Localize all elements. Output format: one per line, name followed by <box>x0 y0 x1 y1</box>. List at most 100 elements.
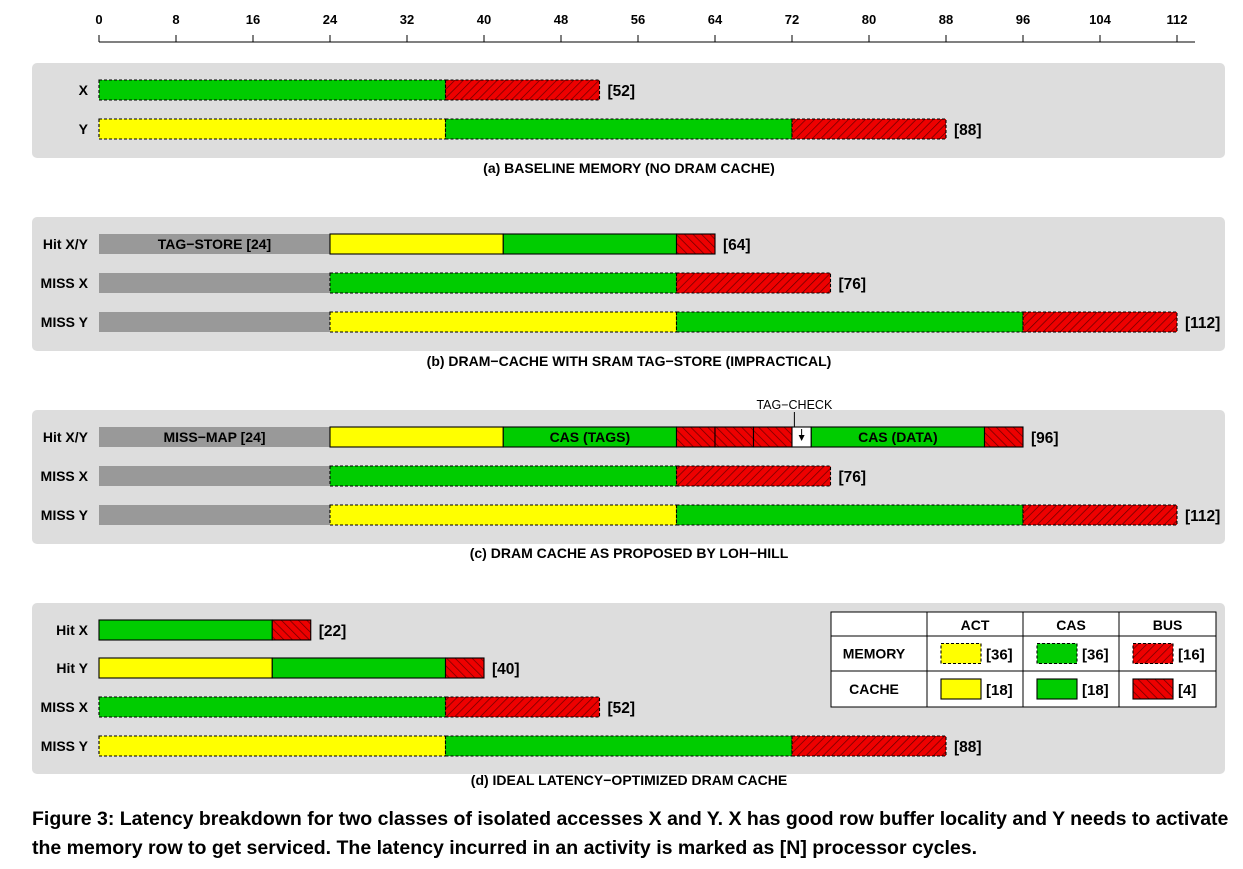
row-label: MISS Y <box>41 738 89 754</box>
row-label: Y <box>79 121 89 137</box>
bar-segment-bus-cache <box>983 426 1024 448</box>
bar-row: MISS X [76] <box>41 465 867 487</box>
bar-segment-tag <box>99 234 330 254</box>
bar-segment-cas-memory <box>675 311 1024 333</box>
x-axis: 0 8 16 24 32 40 48 56 64 72 80 88 96 104 112 <box>95 12 1195 43</box>
x-tick-label: 0 <box>95 12 102 27</box>
legend-row-label: MEMORY <box>843 646 906 662</box>
panel: X [52] Y [88] (a) BASELINE MEMORY (NO DRAM C… <box>32 63 1225 176</box>
bar-segment-bus-cache <box>271 619 312 641</box>
bar-row: Y [88] <box>79 118 982 140</box>
row-label: Hit Y <box>56 660 88 676</box>
bar-segment-bus-memory <box>1022 311 1178 333</box>
bar-segment-act-cache <box>329 233 504 255</box>
bar-segment-bus-memory <box>675 272 832 294</box>
x-tick-label: 104 <box>1089 12 1111 27</box>
bar-segment-act-memory <box>329 311 678 333</box>
x-tick-label: 72 <box>785 12 799 27</box>
panel-title: (d) IDEAL LATENCY−OPTIMIZED DRAM CACHE <box>471 772 787 788</box>
bar-row: MISS Y [112] <box>41 504 1220 526</box>
panel: Hit X/Y MISS−MAP [24] CAS (TAGS) CAS (DATA)… <box>32 398 1225 561</box>
row-label: MISS X <box>41 699 89 715</box>
bar-segment-bus-cache <box>675 233 716 255</box>
panel-title: (a) BASELINE MEMORY (NO DRAM CACHE) <box>483 160 775 176</box>
bar-segment-cas-memory <box>98 79 447 101</box>
bar-segment-tag <box>99 466 330 486</box>
bar-segment-bus-memory <box>444 696 601 718</box>
bar-segment-act-cache <box>98 657 273 679</box>
legend-swatch-cas-memory <box>1036 642 1078 665</box>
bar-segment-cas-memory <box>675 504 1024 526</box>
legend-value: [36] <box>986 647 1013 664</box>
x-tick-label: 96 <box>1016 12 1030 27</box>
legend-value: [16] <box>1178 647 1205 664</box>
legend-value: [36] <box>1082 647 1109 664</box>
row-total-label: [88] <box>954 739 982 756</box>
bar-row: Hit X/Y MISS−MAP [24] CAS (TAGS) CAS (DATA)… <box>43 426 1059 448</box>
x-tick-label: 48 <box>554 12 568 27</box>
row-label: Hit X <box>56 622 89 638</box>
bar-segment-bus-memory <box>1022 504 1178 526</box>
segment-label: CAS (TAGS) <box>550 429 631 445</box>
bar-segment-cas-memory <box>329 272 678 294</box>
bar-segment-bus-cache <box>444 657 485 679</box>
panel: Hit X/Y TAG−STORE [24] [64]MISS X [76]MISS … <box>32 217 1225 369</box>
legend-swatch-act-cache <box>940 678 982 700</box>
bar-segment-bus-cache <box>675 426 716 448</box>
row-total-label: [52] <box>608 700 636 717</box>
x-tick-label: 80 <box>862 12 876 27</box>
bar-segment-cas-memory <box>329 465 678 487</box>
row-label: MISS Y <box>41 507 89 523</box>
bar-segment-bus-cache <box>714 426 755 448</box>
bar-segment-bus-cache <box>752 426 793 448</box>
row-label: MISS X <box>41 275 89 291</box>
bar-segment-act-memory <box>329 504 678 526</box>
x-tick-label: 64 <box>708 12 723 27</box>
row-label: MISS X <box>41 468 89 484</box>
bar-segment-bus-memory <box>791 118 947 140</box>
bar-segment-act-cache <box>329 426 504 448</box>
row-label: Hit X/Y <box>43 236 89 252</box>
bar-segment-cas-cache <box>271 657 447 679</box>
bar-segment-bus-memory <box>791 735 947 757</box>
row-total-label: [76] <box>839 469 867 486</box>
row-total-label: [40] <box>492 661 520 678</box>
x-tick-label: 16 <box>246 12 260 27</box>
segment-label: CAS (DATA) <box>858 429 938 445</box>
bar-row: Hit Y [40] <box>56 657 520 679</box>
figure-caption: Figure 3: Latency breakdown for two clas… <box>32 808 1229 859</box>
bar-segment-cas-memory <box>98 696 447 718</box>
tag-check-annotation: TAG−CHECK <box>756 398 832 412</box>
bar-row: MISS Y [112] <box>41 311 1220 333</box>
bar-segment-act-memory <box>98 118 447 140</box>
row-label: MISS Y <box>41 314 89 330</box>
legend-column-header: CAS <box>1056 617 1086 633</box>
panel-background <box>32 63 1225 158</box>
row-total-label: [22] <box>319 623 347 640</box>
segment-label: MISS−MAP [24] <box>163 429 265 445</box>
x-tick-label: 32 <box>400 12 414 27</box>
bar-row: Hit X [22] <box>56 619 347 641</box>
legend-swatch-bus-memory <box>1132 642 1174 665</box>
x-tick-label: 40 <box>477 12 491 27</box>
x-tick-label: 112 <box>1167 12 1188 27</box>
legend-value: [4] <box>1178 682 1196 699</box>
bar-segment-cas-cache <box>98 619 273 641</box>
row-total-label: [112] <box>1185 508 1220 525</box>
legend-value: [18] <box>1082 682 1109 699</box>
x-tick-label: 56 <box>631 12 645 27</box>
x-tick-label: 24 <box>323 12 338 27</box>
bar-row: MISS X [52] <box>41 696 636 718</box>
legend-row-label: CACHE <box>849 681 899 697</box>
tag-check-arrowhead <box>798 435 805 441</box>
row-total-label: [76] <box>839 276 867 293</box>
x-tick-label: 88 <box>939 12 953 27</box>
bar-row: MISS Y [88] <box>41 735 982 757</box>
row-total-label: [112] <box>1185 315 1220 332</box>
bar-row: MISS X [76] <box>41 272 867 294</box>
row-total-label: [88] <box>954 122 982 139</box>
bar-segment-tag <box>99 427 330 447</box>
legend-swatch-act-memory <box>940 642 982 665</box>
legend-column-header: ACT <box>961 617 990 633</box>
